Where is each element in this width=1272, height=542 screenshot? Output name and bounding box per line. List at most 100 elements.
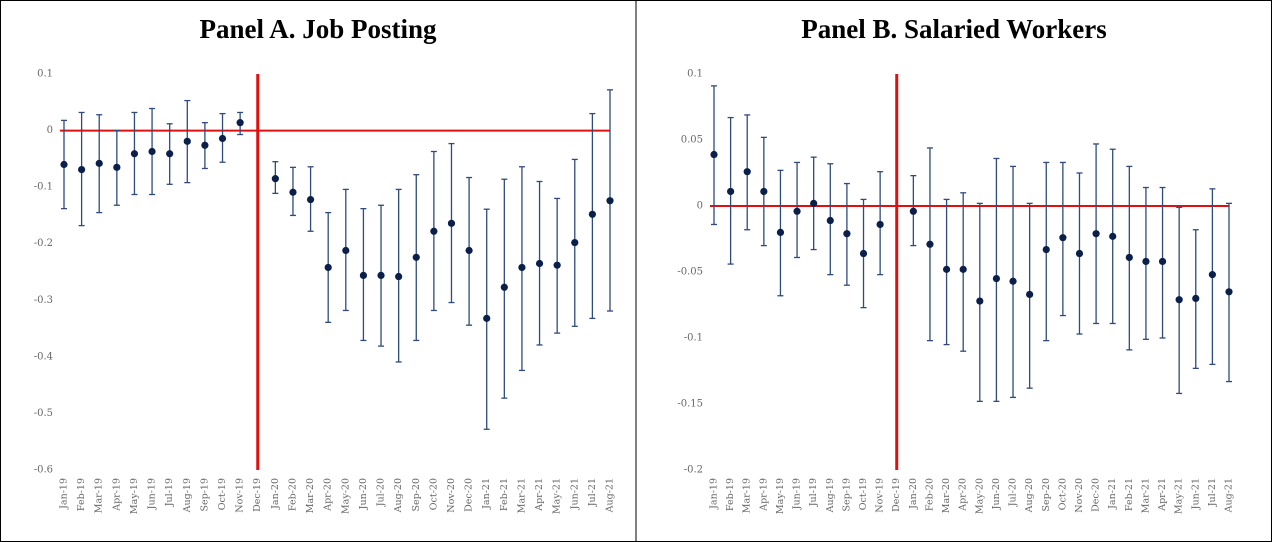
point xyxy=(201,141,209,149)
point xyxy=(926,240,934,248)
point xyxy=(743,168,751,176)
x-tick-label: Jun-19 xyxy=(792,478,803,510)
point xyxy=(518,263,526,272)
point xyxy=(236,119,244,127)
point xyxy=(1109,232,1117,240)
point xyxy=(859,249,868,258)
x-tick-label: Jun-21 xyxy=(569,478,580,510)
x-tick-label: Sep-20 xyxy=(411,478,422,512)
point xyxy=(727,187,735,196)
y-tick-label: -0.4 xyxy=(34,351,53,362)
point xyxy=(324,263,332,272)
point xyxy=(148,147,156,156)
x-tick-label: May-20 xyxy=(974,478,985,514)
point xyxy=(1192,294,1200,302)
x-tick-label: Mar-20 xyxy=(305,478,316,513)
x-tick-label: Mar-19 xyxy=(94,478,105,513)
x-tick-label: Mar-21 xyxy=(1140,478,1151,513)
point xyxy=(183,137,191,145)
x-tick-label: Nov-19 xyxy=(235,478,246,513)
point xyxy=(342,246,350,255)
x-tick-label: Aug-20 xyxy=(393,478,404,513)
point xyxy=(826,216,834,225)
x-tick-label: Apr-21 xyxy=(1157,478,1168,512)
x-tick-label: Mar-20 xyxy=(941,478,952,513)
point xyxy=(412,253,420,261)
point xyxy=(60,160,68,169)
point xyxy=(130,150,139,158)
point xyxy=(1125,253,1133,262)
x-tick-label: Jul-20 xyxy=(1008,478,1019,507)
x-tick-label: Jan-20 xyxy=(908,478,919,510)
y-tick-label: -0.1 xyxy=(34,182,53,193)
point xyxy=(113,163,121,171)
x-tick-label: Dec-19 xyxy=(891,478,902,512)
y-tick-label: -0.1 xyxy=(684,333,703,344)
x-tick-label: Mar-21 xyxy=(516,478,527,513)
y-tick-label: -0.6 xyxy=(34,465,53,476)
x-tick-label: Apr-21 xyxy=(534,478,545,512)
x-tick-label: Apr-20 xyxy=(323,478,334,512)
point xyxy=(810,199,818,207)
point xyxy=(1042,245,1050,254)
point xyxy=(1142,257,1150,266)
point xyxy=(876,220,884,229)
x-tick-label: May-19 xyxy=(129,478,140,514)
x-tick-label: Apr-19 xyxy=(758,478,769,512)
point xyxy=(1059,234,1067,242)
x-tick-label: Jul-20 xyxy=(376,478,387,507)
point xyxy=(793,207,801,215)
point xyxy=(377,271,385,279)
point xyxy=(1009,277,1017,285)
point xyxy=(306,195,315,204)
x-tick-label: Oct-19 xyxy=(217,478,228,510)
x-tick-label: Sep-19 xyxy=(199,478,210,512)
x-tick-label: Mar-19 xyxy=(742,478,753,513)
x-tick-label: Nov-20 xyxy=(1074,478,1085,513)
x-tick-label: Oct-20 xyxy=(428,478,439,510)
point xyxy=(942,265,951,273)
x-tick-label: Aug-21 xyxy=(1224,478,1235,513)
point xyxy=(976,297,984,305)
x-tick-label: May-20 xyxy=(340,478,351,514)
x-tick-label: Jul-19 xyxy=(164,478,175,507)
x-tick-label: Jul-19 xyxy=(808,478,819,507)
y-tick-label: -0.2 xyxy=(684,465,703,476)
point xyxy=(1175,296,1183,304)
x-tick-label: Aug-20 xyxy=(1024,478,1035,513)
point xyxy=(588,210,596,218)
point xyxy=(992,275,1001,283)
point xyxy=(95,159,103,167)
x-tick-label: Jun-19 xyxy=(147,478,158,510)
y-tick-label: 0 xyxy=(697,201,703,212)
point xyxy=(289,188,297,196)
x-tick-label: Nov-20 xyxy=(446,478,457,513)
x-tick-label: Jan-19 xyxy=(709,478,720,510)
x-tick-label: Jul-21 xyxy=(587,478,598,507)
point xyxy=(606,197,614,205)
x-tick-label: Feb-21 xyxy=(499,478,510,511)
x-tick-label: Jun-20 xyxy=(991,478,1002,510)
x-tick-label: Nov-19 xyxy=(875,478,886,513)
x-tick-label: Oct-19 xyxy=(858,478,869,510)
point xyxy=(271,175,279,183)
x-tick-label: Aug-21 xyxy=(605,478,616,513)
point xyxy=(776,228,785,236)
x-tick-label: Jan-21 xyxy=(1107,478,1118,510)
point xyxy=(465,246,473,255)
point xyxy=(1208,271,1216,279)
x-tick-label: Feb-21 xyxy=(1124,478,1135,511)
x-tick-label: Jun-20 xyxy=(358,478,369,510)
y-tick-label: -0.5 xyxy=(34,408,53,419)
point xyxy=(710,150,718,159)
x-tick-label: Sep-19 xyxy=(841,478,852,512)
point xyxy=(909,207,917,215)
point xyxy=(760,187,768,196)
point xyxy=(959,265,967,273)
x-tick-label: Feb-20 xyxy=(287,478,298,511)
x-tick-label: Dec-20 xyxy=(1091,478,1102,512)
point xyxy=(166,150,174,158)
y-tick-label: 0.1 xyxy=(37,69,53,80)
point xyxy=(218,134,227,143)
